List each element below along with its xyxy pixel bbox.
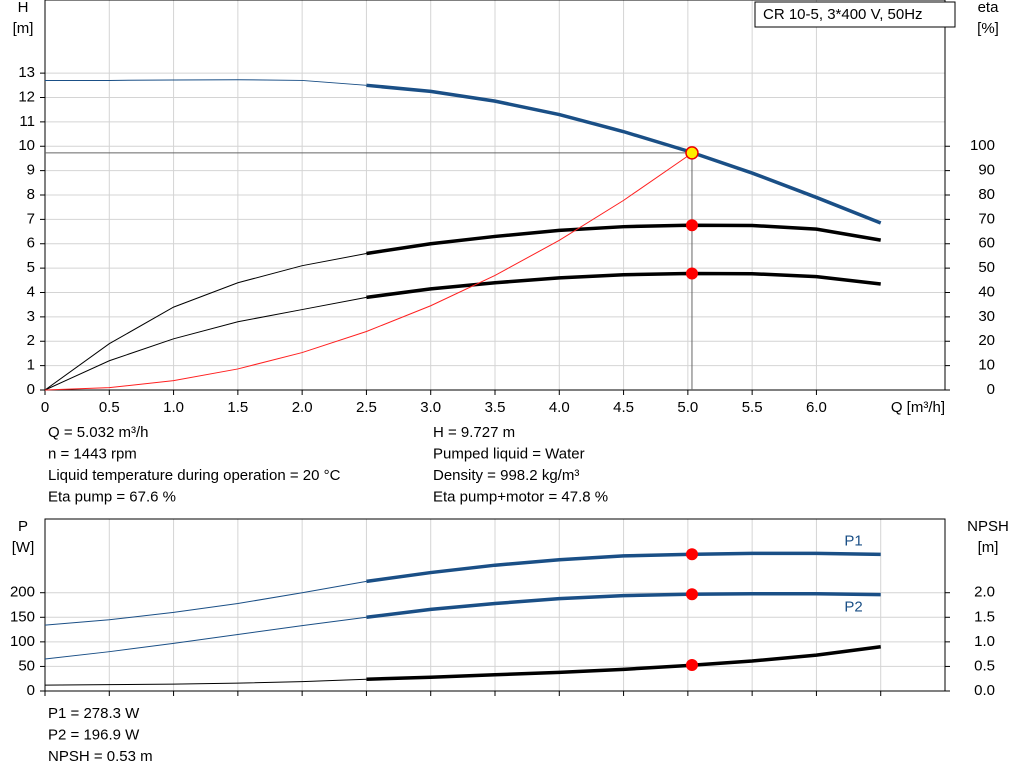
y2-axis-label: eta xyxy=(978,0,1000,16)
y2-tick-label: 10 xyxy=(978,357,995,374)
info-text: NPSH = 0.53 m xyxy=(48,748,153,765)
duty-point xyxy=(685,588,698,601)
curve-label: P2 xyxy=(844,599,862,616)
x-tick-label: 6.0 xyxy=(806,399,827,416)
info-text: P2 = 196.9 W xyxy=(48,726,140,743)
curve-thick xyxy=(366,83,882,225)
x-tick-label: 2.5 xyxy=(356,399,377,416)
y2-tick-label: 50 xyxy=(978,259,995,276)
y2-tick-label: 1.0 xyxy=(974,633,995,650)
y-tick-label: 50 xyxy=(18,657,35,674)
info-text: Q = 5.032 m³/h xyxy=(48,424,148,441)
curve-thick xyxy=(366,271,881,300)
legend-text: CR 10-5, 3*400 V, 50Hz xyxy=(763,6,923,23)
y-axis-label: [W] xyxy=(12,539,35,556)
x-tick-label: 0 xyxy=(41,399,49,416)
y-tick-label: 13 xyxy=(18,64,35,81)
x-tick-label: 0.5 xyxy=(99,399,120,416)
info-text: H = 9.727 m xyxy=(433,424,515,441)
duty-point xyxy=(685,267,698,280)
y2-tick-label: 0.0 xyxy=(974,682,995,699)
y-tick-label: 0 xyxy=(27,381,35,398)
y2-tick-label: 60 xyxy=(978,235,995,252)
y-tick-label: 0 xyxy=(27,682,35,699)
duty-point xyxy=(685,658,698,671)
y-tick-label: 1 xyxy=(27,357,35,374)
y2-axis-label: [%] xyxy=(977,20,999,37)
x-tick-label: 3.0 xyxy=(420,399,441,416)
x-tick-label: 4.5 xyxy=(613,399,634,416)
curve-thick xyxy=(366,591,881,620)
x-tick-label: 1.5 xyxy=(227,399,248,416)
y2-tick-label: 2.0 xyxy=(974,584,995,601)
y2-tick-label: 40 xyxy=(978,283,995,300)
legend-box xyxy=(754,1,956,28)
y-tick-label: 8 xyxy=(27,186,35,203)
y-tick-label: 3 xyxy=(27,308,35,325)
y-tick-label: 11 xyxy=(19,113,35,130)
y-tick-label: 6 xyxy=(27,235,35,252)
y2-tick-label: 1.5 xyxy=(974,608,995,625)
curve-thin xyxy=(44,253,367,391)
info-text: n = 1443 rpm xyxy=(48,445,137,462)
y-tick-label: 12 xyxy=(18,88,35,105)
operating-point xyxy=(685,146,699,160)
y2-tick-label: 0.5 xyxy=(974,657,995,674)
curve-thick xyxy=(366,551,881,584)
y-tick-label: 10 xyxy=(18,137,35,154)
curve-label: P1 xyxy=(844,532,862,549)
curve-thin xyxy=(44,616,367,660)
y-axis-label: P xyxy=(18,518,28,535)
y2-tick-label: 30 xyxy=(978,308,995,325)
y-tick-label: 7 xyxy=(27,210,35,227)
info-text: P1 = 278.3 W xyxy=(48,705,140,722)
y2-axis-label: NPSH xyxy=(967,518,1009,535)
duty-point xyxy=(685,219,698,232)
curve-thick xyxy=(366,645,881,681)
y-tick-label: 9 xyxy=(27,162,35,179)
y-tick-label: 100 xyxy=(10,633,35,650)
y-axis-label: [m] xyxy=(13,20,34,37)
curve-thick xyxy=(366,223,882,256)
y-tick-label: 4 xyxy=(27,283,35,300)
curve-thin xyxy=(44,580,367,626)
y2-tick-label: 100 xyxy=(970,137,995,154)
y-tick-label: 5 xyxy=(27,259,35,276)
info-text: Pumped liquid = Water xyxy=(433,445,585,462)
y-tick-label: 2 xyxy=(27,332,35,349)
x-tick-label: 2.0 xyxy=(292,399,313,416)
x-tick-label: 5.5 xyxy=(742,399,763,416)
x-tick-label: 5.0 xyxy=(677,399,698,416)
curve-thin xyxy=(44,678,367,686)
x-tick-label: 4.0 xyxy=(549,399,570,416)
y2-tick-label: 90 xyxy=(978,162,995,179)
y2-axis-label: [m] xyxy=(978,539,999,556)
duty-point xyxy=(685,548,698,561)
x-axis-label: Q [m³/h] xyxy=(891,399,945,416)
curve-thin xyxy=(44,296,367,391)
y2-tick-label: 80 xyxy=(978,186,995,203)
x-tick-label: 3.5 xyxy=(485,399,506,416)
curve xyxy=(44,152,693,391)
x-tick-label: 1.0 xyxy=(163,399,184,416)
info-text: Eta pump+motor = 47.8 % xyxy=(433,488,608,505)
info-text: Density = 998.2 kg/m³ xyxy=(433,467,579,484)
y2-tick-label: 0 xyxy=(987,381,995,398)
y-tick-label: 200 xyxy=(10,584,35,601)
curve-thin xyxy=(45,79,367,86)
info-text: Eta pump = 67.6 % xyxy=(48,488,176,505)
y-tick-label: 150 xyxy=(10,608,35,625)
y2-tick-label: 20 xyxy=(978,332,995,349)
y-axis-label: H xyxy=(18,0,29,16)
y2-tick-label: 70 xyxy=(978,210,995,227)
info-text: Liquid temperature during operation = 20… xyxy=(48,467,341,484)
